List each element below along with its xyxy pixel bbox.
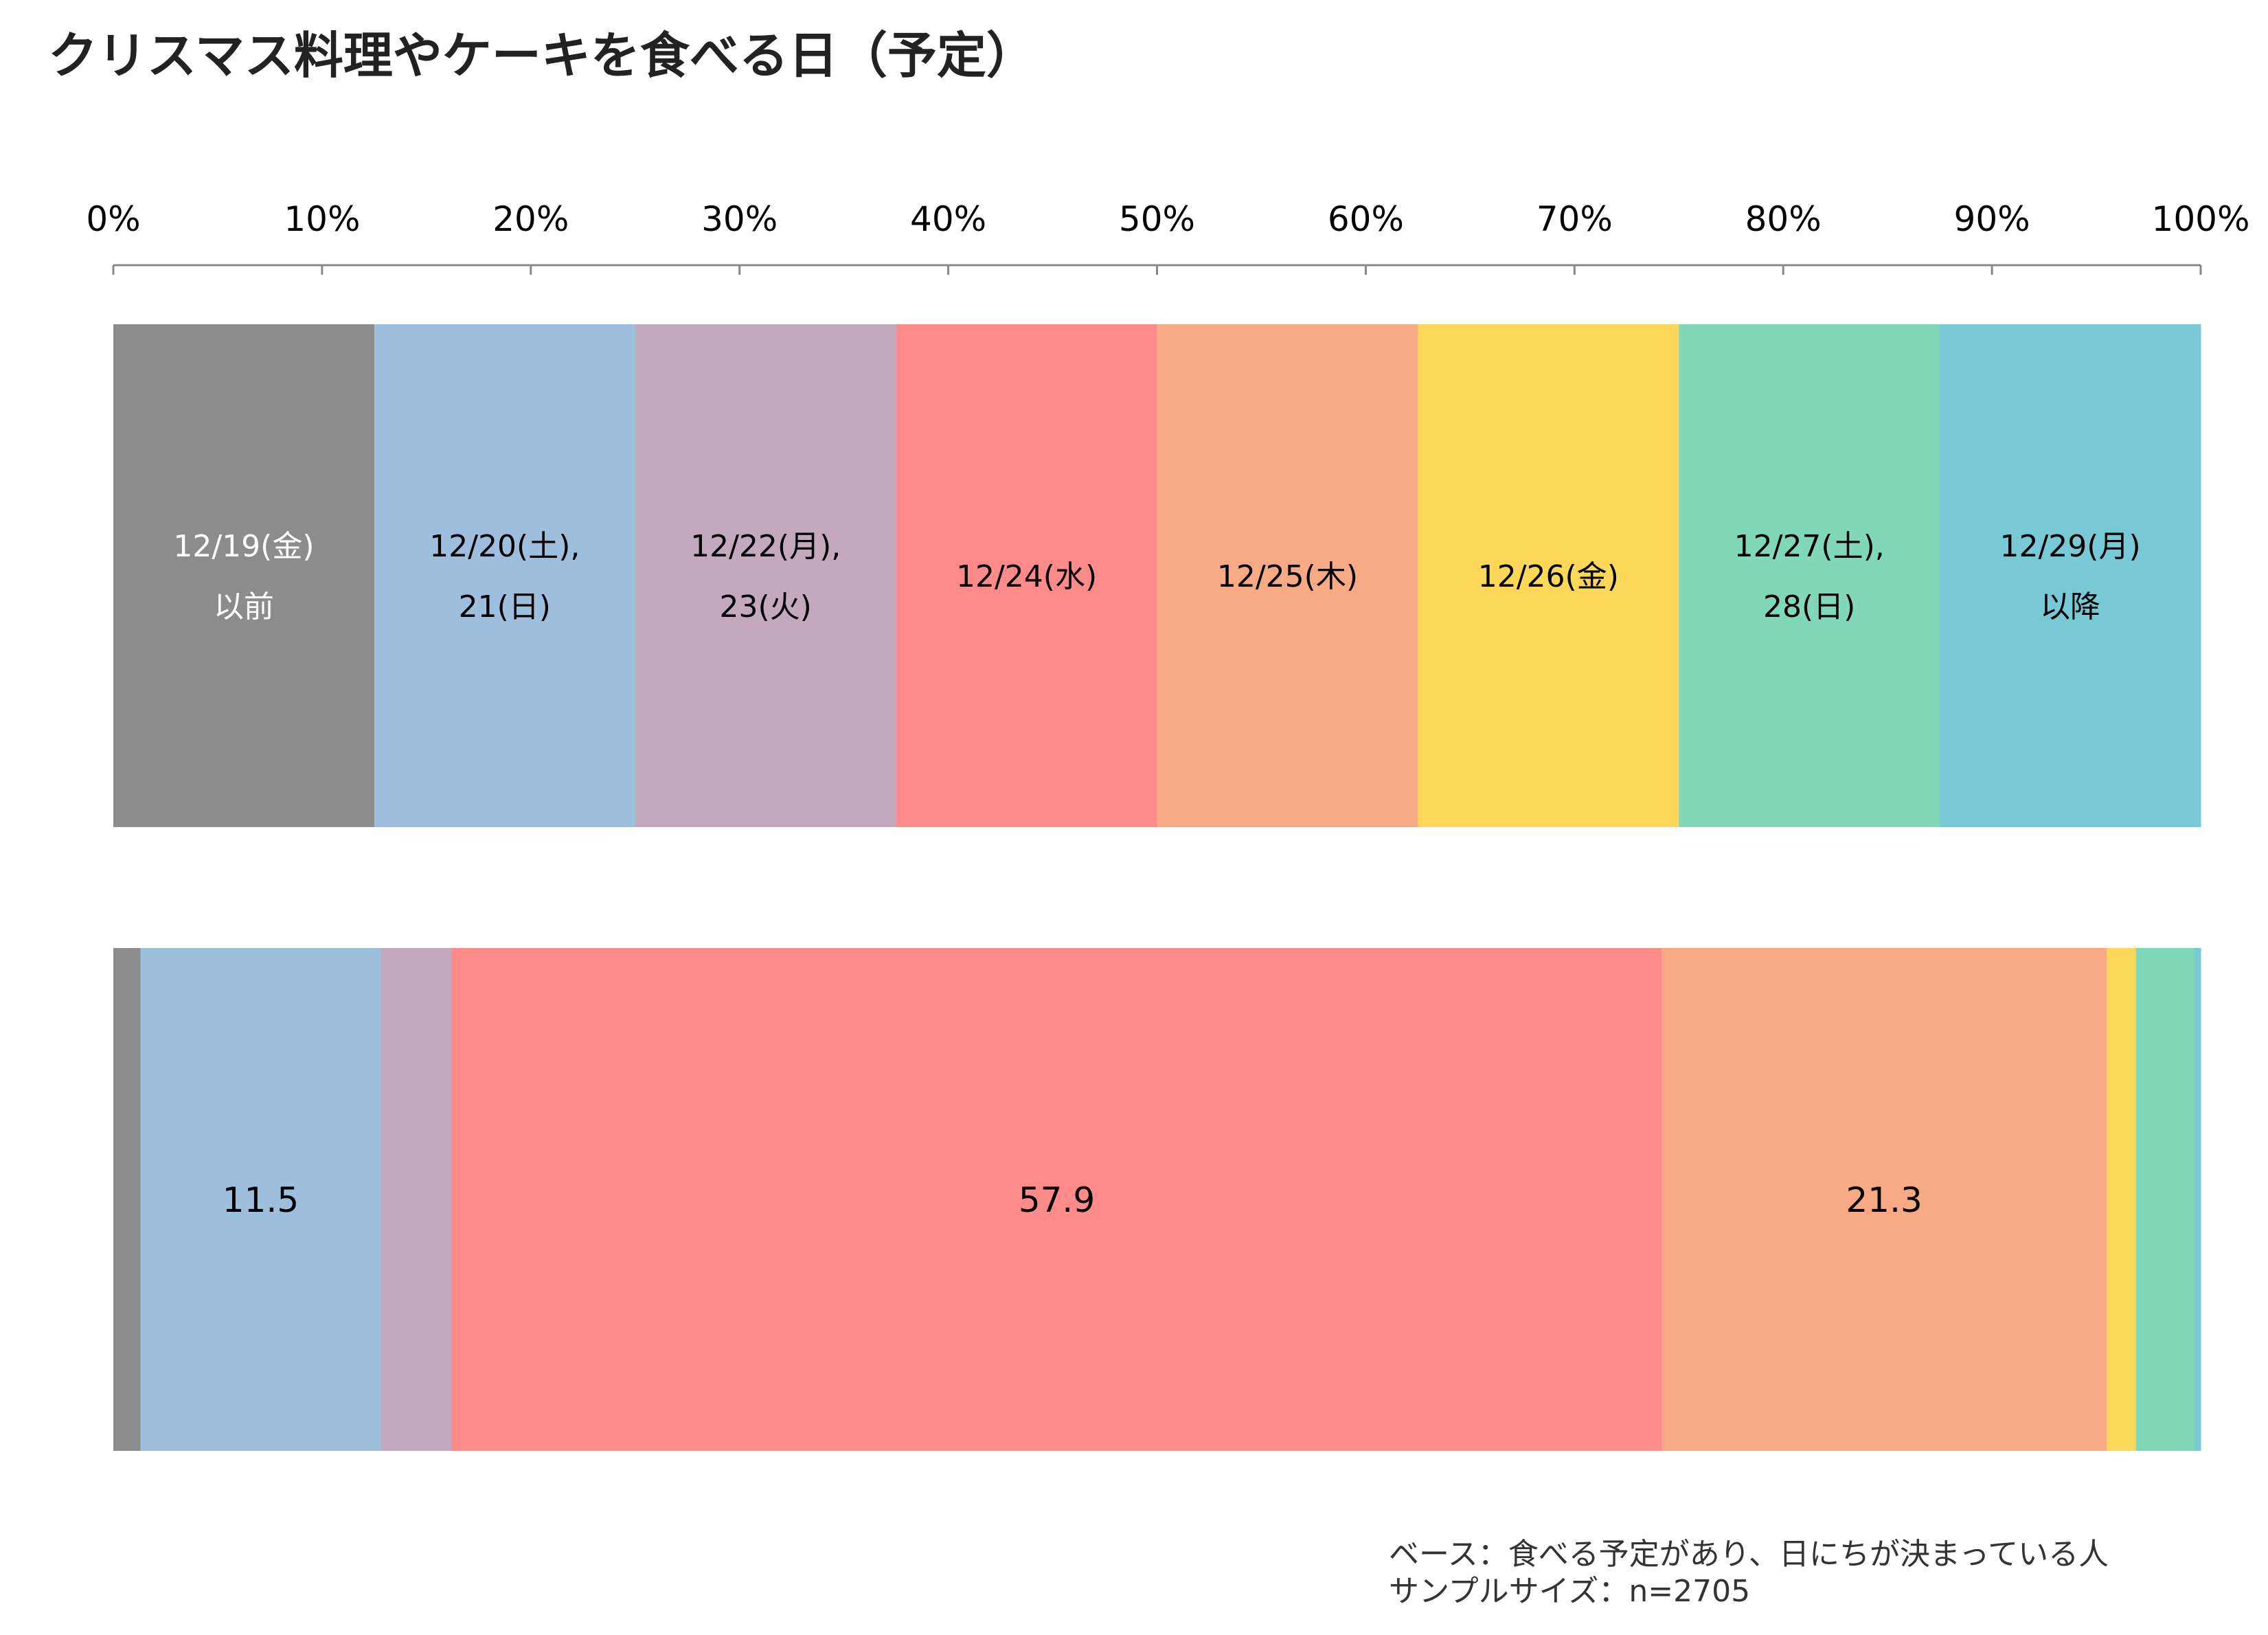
legend-label: 12/27(土), bbox=[1734, 529, 1885, 564]
x-tick-label: 30% bbox=[701, 199, 778, 239]
legend-label: 12/24(水) bbox=[956, 559, 1097, 594]
data-segment bbox=[2135, 948, 2195, 1451]
legend-label: 12/29(月) bbox=[1999, 529, 2140, 564]
x-tick-label: 70% bbox=[1536, 199, 1613, 239]
data-bar: 11.5 57.9 21.3 bbox=[113, 948, 2201, 1451]
x-tick-label: 80% bbox=[1745, 199, 1822, 239]
data-segment bbox=[381, 948, 453, 1451]
x-tick-label: 90% bbox=[1954, 199, 2030, 239]
legend-label: 12/26(金) bbox=[1478, 559, 1619, 594]
legend-segment bbox=[896, 324, 1157, 827]
legend-segment bbox=[1418, 324, 1679, 827]
legend-label: 12/25(木) bbox=[1217, 559, 1358, 594]
data-segment bbox=[113, 948, 141, 1451]
legend-label: 12/20(土), bbox=[429, 529, 580, 564]
legend-segment bbox=[1940, 324, 2201, 827]
axis: 0% 10% 20% 30% 40% 50% 60% 70% 80% 90% 100% bbox=[86, 199, 2249, 275]
footnote-sample-size: サンプルサイズ：n=2705 bbox=[1389, 1574, 1751, 1609]
legend-label: 28(日) bbox=[1763, 589, 1855, 624]
data-label: 57.9 bbox=[1019, 1180, 1095, 1220]
x-tick-label: 60% bbox=[1328, 199, 1404, 239]
x-tick-label: 20% bbox=[492, 199, 569, 239]
legend-segment bbox=[374, 324, 636, 827]
legend-segment bbox=[1157, 324, 1418, 827]
legend-label: 12/19(金) bbox=[173, 529, 314, 564]
legend-segment bbox=[113, 324, 375, 827]
data-segment bbox=[451, 948, 1662, 1451]
data-label: 11.5 bbox=[223, 1180, 299, 1220]
legend-label: 23(火) bbox=[720, 589, 812, 624]
legend-label: 21(日) bbox=[459, 589, 551, 624]
legend-segment bbox=[635, 324, 897, 827]
data-segment bbox=[2107, 948, 2137, 1451]
data-segment bbox=[1662, 948, 2107, 1451]
x-tick-label: 10% bbox=[284, 199, 360, 239]
x-tick-label: 0% bbox=[86, 199, 140, 239]
data-label: 21.3 bbox=[1846, 1180, 1922, 1220]
x-tick-label: 50% bbox=[1119, 199, 1195, 239]
legend-bar: 12/19(金) 以前 12/20(土), 21(日) 12/22(月), 23(火) 12… bbox=[113, 324, 2201, 827]
data-segment bbox=[2194, 948, 2201, 1451]
legend-label: 以降 bbox=[2040, 589, 2100, 624]
legend-segment bbox=[1679, 324, 1940, 827]
data-segment bbox=[140, 948, 381, 1451]
footnote-base: ベース：食べる予定があり、日にちが決まっている人 bbox=[1389, 1537, 2109, 1572]
legend-label: 以前 bbox=[214, 589, 274, 624]
chart-title: クリスマス料理やケーキを食べる日（予定） bbox=[48, 27, 1036, 84]
x-tick-label: 100% bbox=[2152, 199, 2250, 239]
legend-label: 12/22(月), bbox=[690, 529, 841, 564]
footnote: ベース：食べる予定があり、日にちが決まっている人 サンプルサイズ：n=2705 bbox=[1389, 1536, 2109, 1610]
x-tick-label: 40% bbox=[910, 199, 986, 239]
